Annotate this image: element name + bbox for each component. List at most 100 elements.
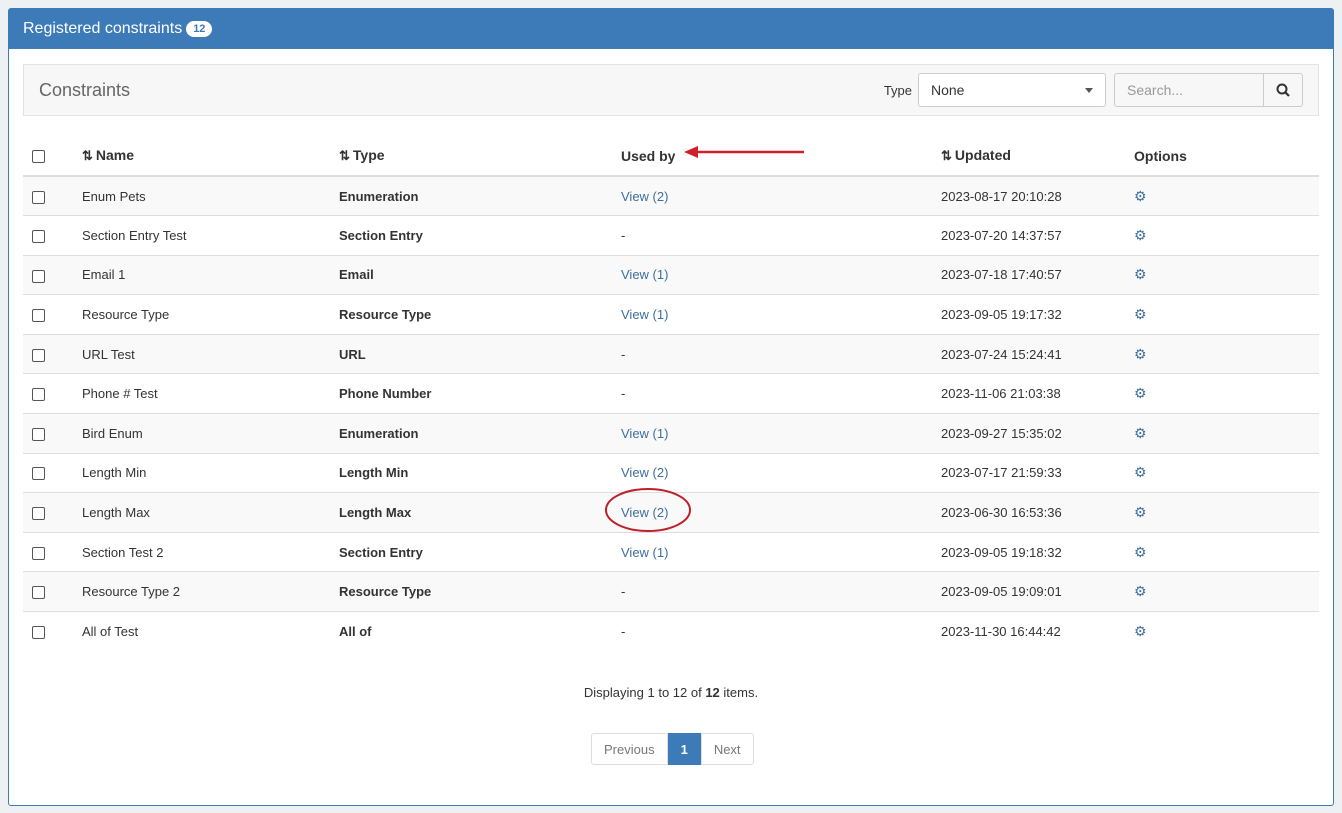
- table-row: Length Max Length Max View (2) 2023-06-3…: [23, 492, 1319, 533]
- row-checkbox[interactable]: [32, 388, 45, 402]
- updated-date: 2023-11-06 21:03:38: [932, 373, 1125, 414]
- panel-title: Registered constraints: [23, 20, 183, 37]
- row-checkbox[interactable]: [32, 348, 45, 362]
- constraint-name: URL Test: [73, 333, 330, 374]
- constraint-name: Phone # Test: [73, 373, 330, 414]
- updated-date: 2023-06-30 16:53:36: [932, 492, 1125, 533]
- row-checkbox[interactable]: [32, 546, 45, 560]
- row-checkbox[interactable]: [32, 269, 45, 283]
- constraint-type: Section Entry: [330, 531, 612, 572]
- constraint-name: Email 1: [73, 254, 330, 295]
- search-group: Search...: [1114, 73, 1303, 107]
- updated-date: 2023-11-30 16:44:42: [932, 611, 1125, 652]
- used-by-link[interactable]: View (1): [621, 544, 669, 560]
- row-checkbox[interactable]: [32, 190, 45, 204]
- row-checkbox[interactable]: [32, 427, 45, 441]
- used-by-link[interactable]: View (1): [621, 307, 669, 323]
- gear-icon[interactable]: ⚙: [1134, 345, 1147, 362]
- next-page-button[interactable]: Next: [700, 733, 754, 765]
- gear-icon[interactable]: ⚙: [1134, 623, 1147, 640]
- constraint-type: Length Min: [330, 452, 612, 493]
- updated-date: 2023-09-27 15:35:02: [932, 413, 1125, 454]
- constraints-table: ⇅ Name ⇅ Type Used by ⇅ Updated Options Enu…: [23, 136, 1319, 652]
- gear-icon[interactable]: ⚙: [1134, 306, 1147, 323]
- table-row: Email 1 Email View (1) 2023-07-18 17:40:…: [23, 254, 1319, 295]
- select-all-checkbox[interactable]: [32, 150, 45, 164]
- pagination-summary: Displaying 1 to 12 of 12 items.: [583, 685, 759, 700]
- updated-date: 2023-07-20 14:37:57: [932, 215, 1125, 256]
- sort-icon: ⇅: [941, 148, 952, 163]
- table-row: Section Entry Test Section Entry - 2023-…: [23, 215, 1319, 256]
- used-by-link[interactable]: View (1): [621, 425, 669, 441]
- used-by-link[interactable]: View (2): [621, 505, 669, 521]
- constraint-type: Phone Number: [330, 373, 612, 414]
- updated-date: 2023-09-05 19:09:01: [932, 571, 1125, 612]
- sort-type-header[interactable]: ⇅ Type: [330, 136, 612, 177]
- constraint-name: Length Min: [73, 452, 330, 493]
- previous-page-button[interactable]: Previous: [591, 733, 668, 765]
- table-row: URL Test URL - 2023-07-24 15:24:41 ⚙: [23, 333, 1319, 374]
- table-row: Phone # Test Phone Number - 2023-11-06 2…: [23, 373, 1319, 414]
- row-checkbox[interactable]: [32, 467, 45, 481]
- table-row: Section Test 2 Section Entry View (1) 20…: [23, 531, 1319, 572]
- row-checkbox[interactable]: [32, 229, 45, 243]
- updated-date: 2023-07-17 21:59:33: [932, 452, 1125, 493]
- type-select[interactable]: None: [918, 73, 1106, 107]
- gear-icon[interactable]: ⚙: [1134, 583, 1147, 600]
- updated-date: 2023-07-18 17:40:57: [932, 254, 1125, 295]
- sort-icon: ⇅: [82, 148, 93, 163]
- gear-icon[interactable]: ⚙: [1134, 504, 1147, 521]
- toolbar: Constraints Type None Search...: [23, 64, 1319, 116]
- constraint-name: All of Test: [73, 611, 330, 652]
- gear-icon[interactable]: ⚙: [1134, 424, 1147, 441]
- constraint-type: Section Entry: [330, 215, 612, 256]
- table-row: All of Test All of - 2023-11-30 16:44:42…: [23, 611, 1319, 652]
- used-by-link[interactable]: View (2): [621, 188, 669, 204]
- gear-icon[interactable]: ⚙: [1134, 385, 1147, 402]
- row-checkbox[interactable]: [32, 626, 45, 640]
- constraint-name: Section Test 2: [73, 531, 330, 572]
- sort-updated-header[interactable]: ⇅ Updated: [932, 136, 1125, 177]
- used-by-empty: -: [621, 346, 626, 362]
- constraint-type: URL: [330, 333, 612, 374]
- toolbar-title: Constraints: [39, 79, 131, 100]
- constraint-type: Resource Type: [330, 571, 612, 612]
- row-checkbox[interactable]: [32, 586, 45, 600]
- gear-icon[interactable]: ⚙: [1134, 266, 1147, 283]
- gear-icon[interactable]: ⚙: [1134, 187, 1147, 204]
- table-row: Resource Type 2 Resource Type - 2023-09-…: [23, 571, 1319, 612]
- count-badge: 12: [186, 21, 213, 37]
- sort-icon: ⇅: [339, 148, 350, 163]
- search-button[interactable]: [1264, 73, 1303, 107]
- updated-date: 2023-07-24 15:24:41: [932, 333, 1125, 374]
- updated-date: 2023-08-17 20:10:28: [932, 175, 1125, 216]
- updated-date: 2023-09-05 19:18:32: [932, 531, 1125, 572]
- gear-icon[interactable]: ⚙: [1134, 543, 1147, 560]
- updated-date: 2023-09-05 19:17:32: [932, 294, 1125, 335]
- constraint-type: Enumeration: [330, 413, 612, 454]
- used-by-link[interactable]: View (2): [621, 465, 669, 481]
- gear-icon[interactable]: ⚙: [1134, 464, 1147, 481]
- used-by-empty: -: [621, 386, 626, 402]
- type-label: Type: [883, 82, 912, 98]
- table-row: Bird Enum Enumeration View (1) 2023-09-2…: [23, 413, 1319, 454]
- row-checkbox[interactable]: [32, 507, 45, 521]
- pagination: Previous 1 Next: [591, 733, 754, 765]
- sort-name-header[interactable]: ⇅ Name: [73, 136, 330, 177]
- table-row: Resource Type Resource Type View (1) 202…: [23, 294, 1319, 335]
- row-checkbox[interactable]: [32, 309, 45, 323]
- page-1-button[interactable]: 1: [667, 733, 701, 765]
- constraint-type: Resource Type: [330, 294, 612, 335]
- search-input[interactable]: Search...: [1114, 73, 1264, 107]
- used-by-empty: -: [621, 227, 626, 243]
- constraint-type: Enumeration: [330, 175, 612, 216]
- constraint-type: All of: [330, 611, 612, 652]
- constraint-name: Length Max: [73, 492, 330, 533]
- used-by-link[interactable]: View (1): [621, 267, 669, 283]
- options-header: Options: [1125, 136, 1319, 177]
- used-by-header: Used by: [612, 136, 932, 177]
- gear-icon[interactable]: ⚙: [1134, 226, 1147, 243]
- constraint-name: Resource Type: [73, 294, 330, 335]
- search-icon: [1276, 83, 1290, 97]
- constraint-name: Enum Pets: [73, 175, 330, 216]
